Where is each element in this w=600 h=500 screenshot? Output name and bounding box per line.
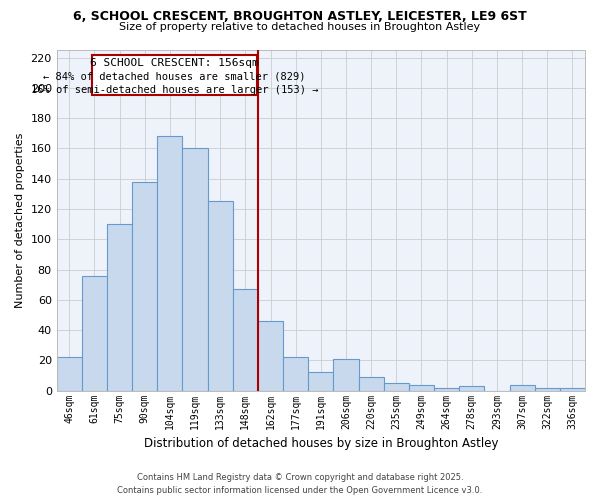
Text: Size of property relative to detached houses in Broughton Astley: Size of property relative to detached ho… [119,22,481,32]
Bar [82,276,107,390]
X-axis label: Distribution of detached houses by size in Broughton Astley: Distribution of detached houses by size … [143,437,498,450]
Bar [384,383,409,390]
Text: Contains HM Land Registry data © Crown copyright and database right 2025.
Contai: Contains HM Land Registry data © Crown c… [118,473,482,495]
Bar [233,289,258,390]
Bar [208,202,233,390]
Text: ← 84% of detached houses are smaller (829): ← 84% of detached houses are smaller (82… [43,71,305,81]
Bar [258,321,283,390]
Bar [459,386,484,390]
Bar [535,388,560,390]
Bar [157,136,182,390]
Bar [434,388,459,390]
Bar [359,377,384,390]
FancyBboxPatch shape [92,54,257,96]
Bar [509,384,535,390]
Bar [107,224,132,390]
Bar [409,384,434,390]
Bar [283,358,308,390]
Y-axis label: Number of detached properties: Number of detached properties [15,132,25,308]
Bar [560,388,585,390]
Bar [334,359,359,390]
Text: 6 SCHOOL CRESCENT: 156sqm: 6 SCHOOL CRESCENT: 156sqm [90,58,259,68]
Bar [308,372,334,390]
Bar [182,148,208,390]
Text: 16% of semi-detached houses are larger (153) →: 16% of semi-detached houses are larger (… [31,85,318,95]
Text: 6, SCHOOL CRESCENT, BROUGHTON ASTLEY, LEICESTER, LE9 6ST: 6, SCHOOL CRESCENT, BROUGHTON ASTLEY, LE… [73,10,527,23]
Bar [56,358,82,390]
Bar [132,182,157,390]
